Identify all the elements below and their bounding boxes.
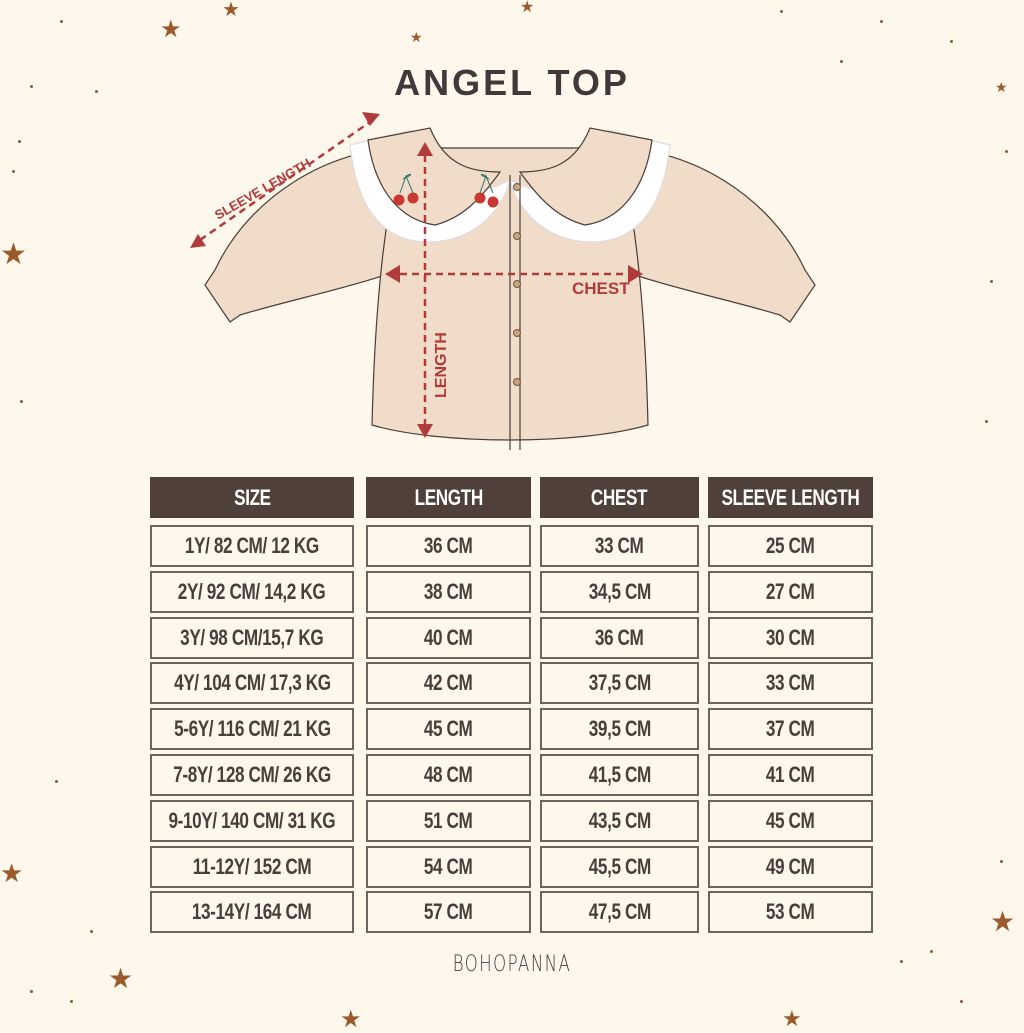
table-cell: 9-10Y/ 140 CM/ 31 KG — [150, 799, 354, 842]
left-sleeve — [204, 147, 401, 323]
column-header: SLEEVE LENGTH — [708, 477, 873, 518]
dot-decoration — [30, 85, 33, 88]
arrow-head-icon — [417, 142, 433, 156]
dot-decoration — [60, 20, 63, 23]
dot-decoration — [90, 930, 93, 933]
table-cell: 33 CM — [708, 662, 873, 705]
cherry-embroidery — [393, 173, 499, 208]
table-cell: 13-14Y/ 164 CM — [150, 891, 354, 934]
column-header: CHEST — [540, 477, 699, 518]
dot-decoration — [900, 960, 903, 963]
star-icon: ★ — [410, 29, 423, 45]
table-cell: 34,5 CM — [540, 570, 699, 613]
table-cell: 43,5 CM — [540, 799, 699, 842]
table-cell: 45 CM — [708, 799, 873, 842]
dot-decoration — [70, 1000, 73, 1003]
dot-decoration — [95, 90, 98, 93]
table-cell: 48 CM — [366, 754, 531, 796]
table-cell: 51 CM — [366, 799, 531, 842]
column-header: SIZE — [150, 477, 354, 518]
dot-decoration — [20, 400, 23, 403]
table-cell: 4Y/ 104 CM/ 17,3 KG — [150, 662, 354, 705]
dot-decoration — [880, 20, 883, 23]
star-icon: ★ — [0, 238, 27, 271]
table-cell: 45 CM — [366, 708, 531, 751]
table-cell: 39,5 CM — [540, 708, 699, 751]
dot-decoration — [990, 280, 993, 283]
table-cell: 1Y/ 82 CM/ 12 KG — [150, 525, 354, 567]
table-cell: 36 CM — [540, 616, 699, 659]
table-cell: 57 CM — [366, 891, 531, 934]
star-icon: ★ — [990, 906, 1016, 937]
star-icon: ★ — [520, 0, 535, 16]
arrow-head-icon — [190, 234, 206, 248]
table-cell: 37,5 CM — [540, 662, 699, 705]
table-cell: 2Y/ 92 CM/ 14,2 KG — [150, 570, 354, 613]
table-cell: 7-8Y/ 128 CM/ 26 KG — [150, 754, 354, 796]
star-icon: ★ — [340, 1006, 362, 1033]
dot-decoration — [1000, 860, 1003, 863]
dot-decoration — [985, 420, 988, 423]
star-icon: ★ — [0, 858, 24, 888]
table-cell: 30 CM — [708, 616, 873, 659]
chest-label: CHEST — [572, 279, 630, 298]
table-cell: 45,5 CM — [540, 845, 699, 888]
dot-decoration — [55, 780, 58, 783]
table-cell: 42 CM — [366, 662, 531, 705]
table-cell: 11-12Y/ 152 CM — [150, 845, 354, 888]
table-cell: 37 CM — [708, 708, 873, 751]
right-sleeve — [619, 147, 816, 323]
star-icon: ★ — [160, 16, 182, 43]
table-cell: 47,5 CM — [540, 891, 699, 934]
table-cell: 36 CM — [366, 525, 531, 567]
dot-decoration — [18, 140, 21, 143]
table-cell: 33 CM — [540, 525, 699, 567]
dot-decoration — [780, 10, 783, 13]
table-cell: 41 CM — [708, 754, 873, 796]
column-header: LENGTH — [366, 477, 531, 518]
table-cell: 5-6Y/ 116 CM/ 21 KG — [150, 708, 354, 751]
table-cell: 38 CM — [366, 570, 531, 613]
table-cell: 54 CM — [366, 845, 531, 888]
dot-decoration — [960, 1000, 963, 1003]
table-cell: 25 CM — [708, 525, 873, 567]
length-label: LENGTH — [433, 332, 450, 398]
dot-decoration — [12, 170, 15, 173]
table-cell: 3Y/ 98 CM/15,7 KG — [150, 616, 354, 659]
arrow-head-icon — [628, 265, 643, 283]
table-cell: 41,5 CM — [540, 754, 699, 796]
dot-decoration — [930, 950, 933, 953]
star-icon: ★ — [222, 0, 240, 21]
brand-logo: BOHOPANNA — [452, 952, 572, 977]
table-cell: 27 CM — [708, 570, 873, 613]
garment-illustration: SLEEVE LENGTH CHEST LENGTH — [190, 112, 816, 450]
arrow-head-icon — [417, 424, 433, 438]
arrow-head-icon — [385, 265, 400, 283]
dot-decoration — [950, 40, 953, 43]
table-cell: 53 CM — [708, 891, 873, 934]
dot-decoration — [30, 990, 33, 993]
arrow-head-icon — [362, 112, 380, 126]
page-title: ANGEL TOP — [394, 62, 630, 103]
table-cell: 40 CM — [366, 616, 531, 659]
star-icon: ★ — [782, 1006, 802, 1031]
star-icon: ★ — [995, 79, 1008, 95]
star-icon: ★ — [108, 963, 134, 994]
dot-decoration — [1005, 150, 1008, 153]
table-cell: 49 CM — [708, 845, 873, 888]
dot-decoration — [840, 60, 843, 63]
